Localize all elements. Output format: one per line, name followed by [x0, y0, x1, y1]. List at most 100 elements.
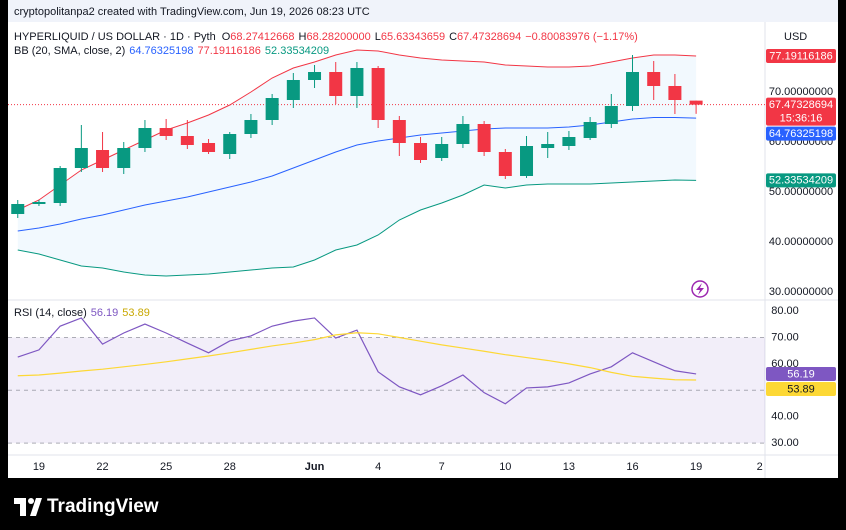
- rsi-legend: RSI (14, close) 56.19 53.89: [14, 307, 150, 319]
- candle-body: [668, 86, 682, 100]
- candle-body: [477, 124, 491, 152]
- bb-title: BB (20, SMA, close, 2): [14, 45, 125, 57]
- candle-body: [329, 72, 343, 96]
- logo-dot: [28, 498, 34, 504]
- candle-body: [604, 106, 618, 124]
- candle-body: [456, 124, 470, 144]
- alert-bolt: [696, 283, 704, 295]
- legend-close: 67.47328694: [457, 31, 521, 43]
- bb-lower-value: 52.33534209: [265, 45, 329, 57]
- candle-body: [265, 98, 279, 120]
- x-tick-label: 4: [375, 461, 381, 473]
- x-tick-label: 10: [499, 461, 511, 473]
- candle-body: [308, 72, 322, 80]
- x-tick-label: 28: [224, 461, 236, 473]
- logo-icon: [14, 498, 42, 516]
- price-badge-label: 64.76325198: [769, 128, 833, 140]
- candle-body: [498, 152, 512, 176]
- candle-body: [117, 148, 131, 168]
- candle-body: [689, 100, 703, 105]
- candle-body: [647, 72, 661, 86]
- brand: TradingView: [47, 496, 159, 517]
- rsi-tick-label: 60.00: [771, 358, 799, 370]
- rsi-ma-value: 53.89: [122, 307, 150, 319]
- indicator-line: [17, 179, 697, 277]
- candle-body: [626, 72, 640, 106]
- legend-low: 65.63343659: [381, 31, 445, 43]
- candle-body: [541, 144, 555, 148]
- price-badge: [766, 366, 836, 381]
- candle-body: [180, 136, 194, 145]
- bb-basis-value: 64.76325198: [129, 45, 193, 57]
- candle-body: [520, 146, 534, 176]
- candle-body: [223, 134, 237, 154]
- price-badge-label: 56.19: [787, 368, 815, 380]
- countdown: 15:36:16: [780, 113, 823, 125]
- rsi-tick-label: 70.00: [771, 331, 799, 343]
- candle-body: [350, 68, 364, 96]
- legend-letter: H: [299, 31, 307, 43]
- indicator-line: [17, 332, 697, 381]
- x-tick-label: 19: [690, 461, 702, 473]
- price-badge-label: 67.47328694: [769, 99, 833, 111]
- x-tick-label: 19: [33, 461, 45, 473]
- candle-body: [74, 148, 88, 168]
- attribution: cryptopolitanpa2 created with TradingVie…: [14, 6, 370, 18]
- legend-high: 68.28200000: [306, 31, 370, 43]
- rsi-tick-label: 80.00: [771, 305, 799, 317]
- price-badge: [766, 126, 836, 141]
- y-tick-label: 50.00000000: [769, 186, 833, 198]
- price-badge-label: 77.19116186: [769, 50, 832, 62]
- legend-letter: O: [222, 31, 231, 43]
- bb-upper-value: 77.19116186: [198, 45, 261, 57]
- alert-icon[interactable]: [691, 280, 709, 298]
- x-tick-label: Jun: [305, 461, 325, 473]
- price-badge: [766, 97, 836, 126]
- rsi-tick-label: 30.00: [771, 437, 799, 449]
- marks: 19 22 25 28 Jun 4 7 10 13 16 19 2 30.00000000 40.0000…: [8, 49, 836, 473]
- y-tick-label: 30.00000000: [769, 286, 833, 298]
- price-legend: HYPERLIQUID / US DOLLAR · 1D · Pyth O68.2…: [14, 31, 638, 43]
- legend-open: 68.27412668: [230, 31, 294, 43]
- indicator-line: [17, 117, 697, 232]
- candle-body: [11, 204, 25, 214]
- x-tick-label: 22: [96, 461, 108, 473]
- price-badge-label: 53.89: [787, 383, 815, 395]
- candle-body: [202, 143, 216, 152]
- rsi-value: 56.19: [91, 307, 119, 319]
- indicator-line: [17, 49, 697, 211]
- panel: [8, 0, 838, 478]
- candle-body: [244, 120, 258, 134]
- candle-body: [53, 168, 67, 203]
- price-badge-label: 52.33534209: [769, 175, 833, 187]
- candle-body: [159, 128, 173, 136]
- candle-body: [286, 80, 300, 100]
- top-bar: [8, 0, 838, 22]
- candle-body: [583, 122, 597, 138]
- y-tick-label: 70.00000000: [769, 86, 833, 98]
- bb-fill: [17, 50, 697, 276]
- rsi-tick-label: 40.00: [771, 411, 799, 423]
- legend-letter: C: [449, 31, 457, 43]
- candle-body: [32, 202, 46, 204]
- candle-body: [138, 128, 152, 148]
- x-tick-label: 13: [563, 461, 575, 473]
- symbol: HYPERLIQUID / US DOLLAR · 1D · Pyth: [14, 31, 216, 43]
- x-tick-label: 16: [626, 461, 638, 473]
- candle-body: [435, 144, 449, 158]
- candle-body: [562, 137, 576, 146]
- candle-body: [414, 143, 428, 160]
- candle-body: [96, 150, 110, 168]
- bb-legend: BB (20, SMA, close, 2) 64.76325198 77.1911…: [14, 45, 329, 57]
- currency: USD: [784, 31, 807, 43]
- price-badge: [766, 49, 836, 64]
- price-badge: [766, 173, 836, 188]
- candle-body: [392, 120, 406, 143]
- x-tick-label: 25: [160, 461, 172, 473]
- price-badge: [766, 381, 836, 396]
- rsi-title: RSI (14, close): [14, 307, 87, 319]
- legend-change: −0.80083976 (−1.17%): [525, 31, 638, 43]
- legend-letter: L: [375, 31, 381, 43]
